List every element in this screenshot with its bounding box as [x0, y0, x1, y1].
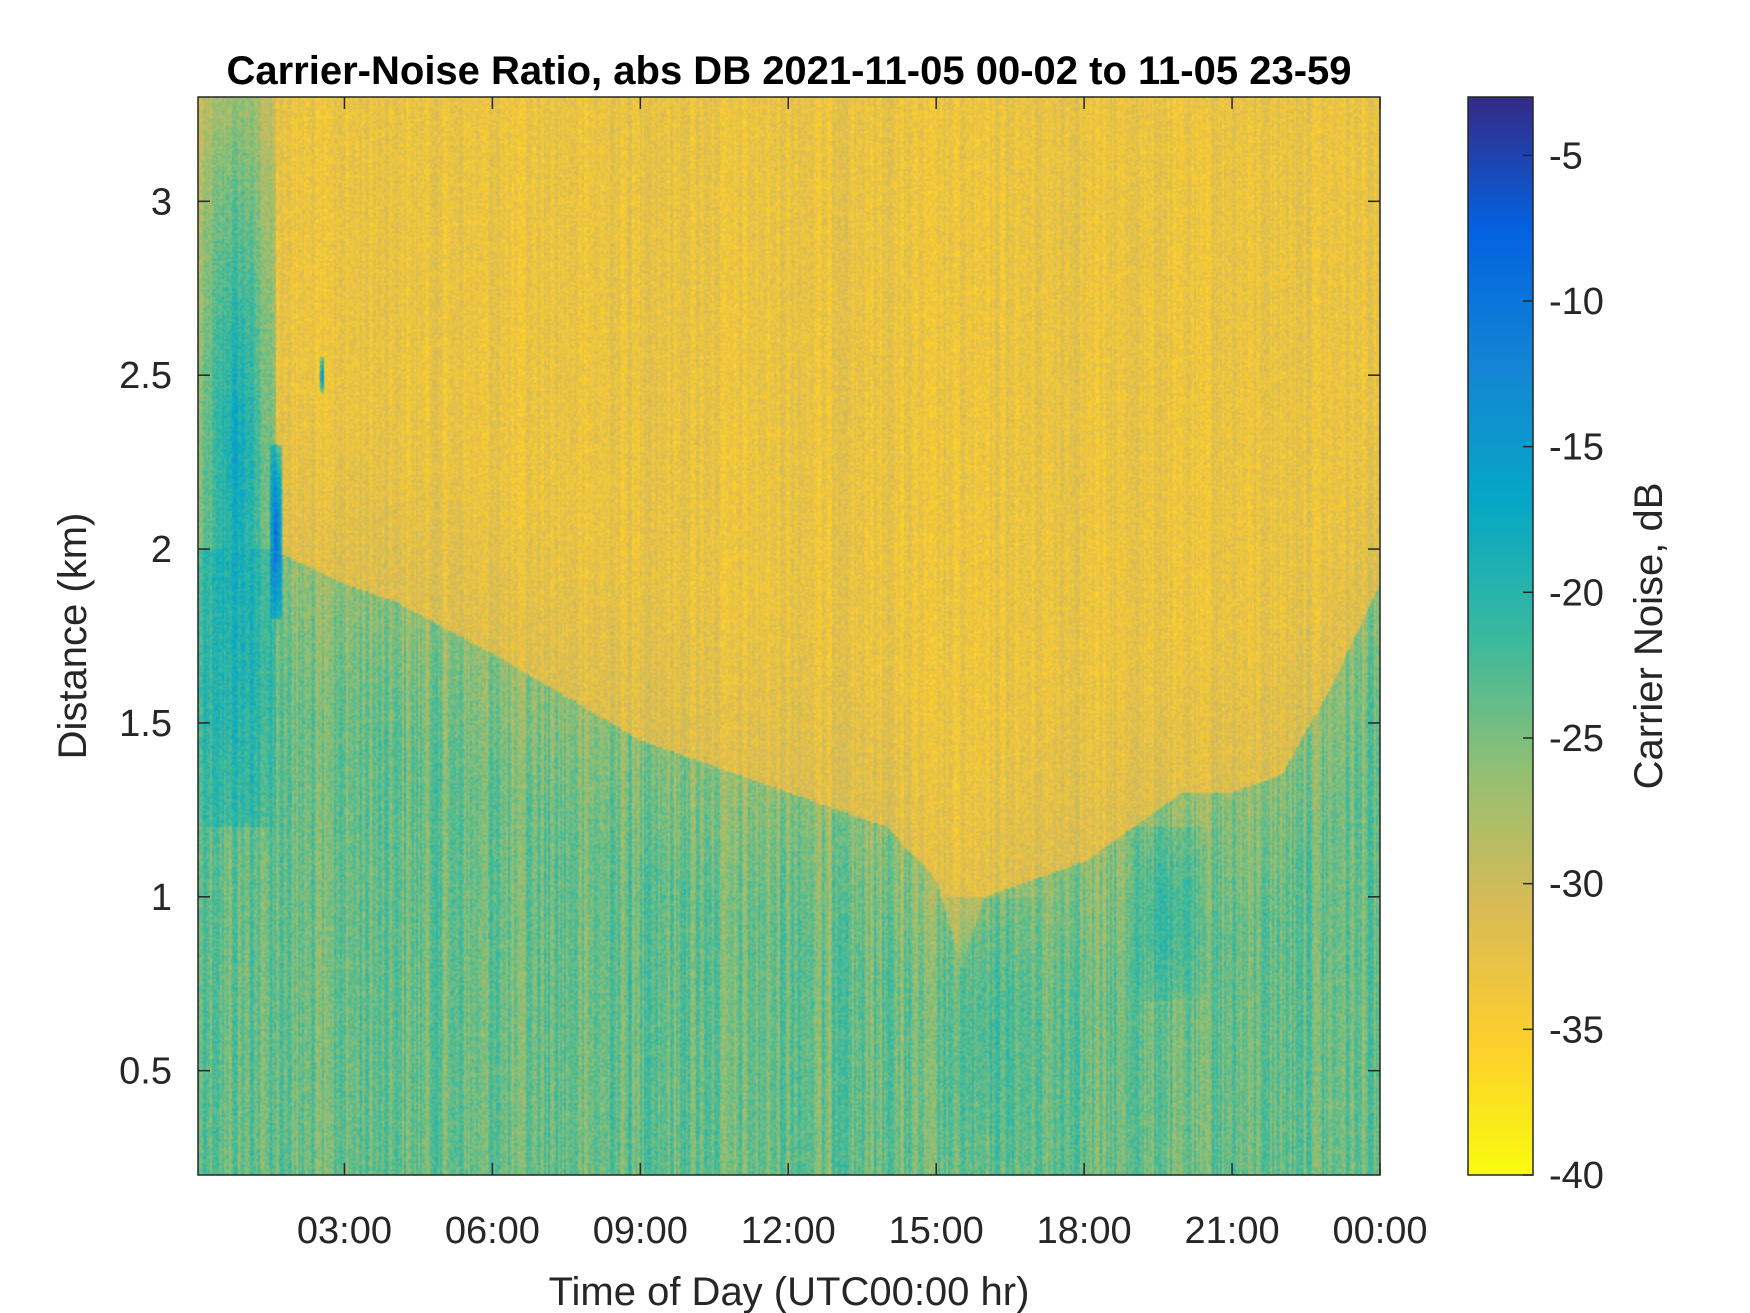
y-tick-label: 2.5	[119, 355, 172, 397]
x-tick-label: 00:00	[1332, 1210, 1427, 1252]
colorbar-tick-label: -20	[1549, 572, 1604, 614]
x-tick-label: 15:00	[889, 1210, 984, 1252]
colorbar-tick-label: -10	[1549, 281, 1604, 323]
x-axis: 03:00 06:00 09:00 12:00 15:00 18:00 21:00 00:00	[297, 97, 1428, 1252]
y-tick-label: 0.5	[119, 1051, 172, 1093]
x-tick-label: 12:00	[741, 1210, 836, 1252]
y-tick-label: 1	[151, 877, 172, 919]
colorbar-tick-label: -30	[1549, 864, 1604, 906]
x-tick-label: 03:00	[297, 1210, 392, 1252]
y-axis-label: Distance (km)	[51, 513, 95, 760]
y-tick-label: 1.5	[119, 703, 172, 745]
y-tick-label: 3	[151, 181, 172, 223]
chart-title: Carrier-Noise Ratio, abs DB 2021-11-05 0…	[226, 49, 1351, 93]
x-tick-label: 09:00	[593, 1210, 688, 1252]
colorbar-tick-label: -5	[1549, 135, 1583, 177]
x-tick-label: 06:00	[445, 1210, 540, 1252]
x-axis-label: Time of Day (UTC00:00 hr)	[549, 1270, 1030, 1313]
colorbar-tick-label: -35	[1549, 1009, 1604, 1051]
x-tick-label: 21:00	[1185, 1210, 1280, 1252]
colorbar	[1467, 96, 1534, 1176]
colorbar-tick-label: -15	[1549, 427, 1604, 469]
colorbar-axis: -40 -35 -30 -25 -20 -15 -10 -5	[1523, 135, 1604, 1197]
heatmap-image	[198, 97, 1380, 1175]
y-axis: 0.5 1 1.5 2 2.5 3	[119, 181, 1380, 1093]
y-tick-label: 2	[151, 529, 172, 571]
colorbar-tick-label: -40	[1549, 1155, 1604, 1197]
x-tick-label: 18:00	[1037, 1210, 1132, 1252]
heatmap	[198, 97, 1380, 1175]
colorbar-label: Carrier Noise, dB	[1627, 483, 1671, 790]
colorbar-tick-label: -25	[1549, 718, 1604, 760]
